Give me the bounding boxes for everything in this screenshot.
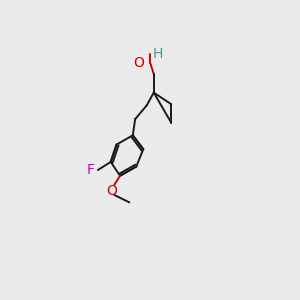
Text: F: F: [86, 163, 94, 177]
Text: O: O: [134, 56, 145, 70]
Text: O: O: [106, 184, 117, 198]
Text: H: H: [153, 47, 163, 61]
